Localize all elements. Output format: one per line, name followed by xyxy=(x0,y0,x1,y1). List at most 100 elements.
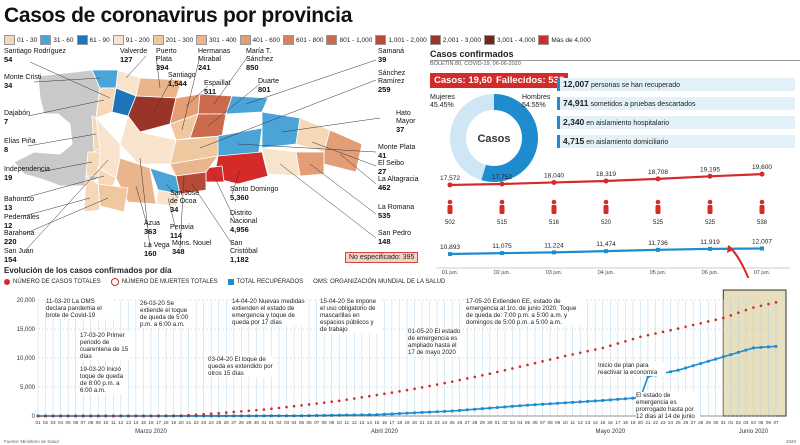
stat-value: 2,340 xyxy=(563,117,585,127)
province-label: Distrito Nacional 4,956 xyxy=(230,210,266,234)
legend-swatch xyxy=(283,35,295,45)
day-tick: 19 xyxy=(171,420,177,425)
cases-evo-point xyxy=(277,406,281,410)
day-tick: 13 xyxy=(585,420,591,425)
recovered-evo-point xyxy=(413,411,416,415)
cases-evo-point xyxy=(292,404,296,408)
province-label: Peravia 114 xyxy=(170,224,194,240)
legend-item: 201 - 300 xyxy=(152,35,193,45)
province-name: Hermanas Mirabal xyxy=(198,48,231,63)
day-tick: 23 xyxy=(660,420,666,425)
province-value: 850 xyxy=(246,63,259,72)
page-title: Casos de coronavirus por provincia xyxy=(4,4,353,27)
death-icon-body xyxy=(551,205,557,214)
province-santiago xyxy=(127,95,177,133)
stat-text: en aislamiento domiciliario xyxy=(586,139,669,146)
province-name: Valverde xyxy=(120,48,148,55)
recovered-evo-point xyxy=(578,400,582,404)
province-name: Monte Plata xyxy=(378,144,416,151)
day-tick: 08 xyxy=(322,420,328,425)
recovered-label: 11,919 xyxy=(700,239,720,246)
province-label: Hermanas Mirabal 241 xyxy=(198,48,234,72)
annotation: 17-03-20 Primer periodo de cuarentena de… xyxy=(80,332,130,360)
cases-evo-point xyxy=(232,410,236,414)
legend-label: 801 - 1,000 xyxy=(339,36,373,44)
recovered-evo-point xyxy=(390,412,394,416)
legend-cases-text: NÚMERO DE CASOS TOTALES xyxy=(13,279,101,285)
recovered-label: 11,224 xyxy=(544,242,564,249)
day-tick: 25 xyxy=(676,420,682,425)
cases-evo-point xyxy=(443,381,446,385)
cases-evo-point xyxy=(375,393,379,397)
recovered-evo-point xyxy=(714,357,718,361)
footer-year: 2020 xyxy=(785,439,796,444)
week-tick: 05 jun. xyxy=(650,270,667,276)
recovered-evo-point xyxy=(420,411,424,414)
recovered-evo-point xyxy=(450,409,454,413)
recovered-evo-point xyxy=(307,414,311,418)
day-tick: 02 xyxy=(43,420,49,425)
annotation: 17-05-20 Extienden EE, estado de emergen… xyxy=(466,298,584,326)
day-tick: 02 xyxy=(736,420,742,425)
death-icon-head xyxy=(759,199,765,205)
cases-evo-point xyxy=(578,351,582,355)
cases-evo-point xyxy=(563,354,567,358)
province-name: Bahoruco xyxy=(4,196,34,203)
annotation: 15-04-20 Se impone el uso obligatorio de… xyxy=(320,298,382,333)
cases-point xyxy=(551,179,557,185)
recovered-evo-point xyxy=(473,407,477,411)
province-name: Santo Domingo xyxy=(230,186,279,193)
legend-label: 91 - 200 xyxy=(125,36,150,44)
day-tick: 14 xyxy=(367,420,373,425)
province-value: 801 xyxy=(258,85,271,94)
province-label: Espaillat 511 xyxy=(204,80,230,96)
recovered-point xyxy=(604,249,608,254)
cases-evo-point xyxy=(481,374,484,377)
death-icon-body xyxy=(447,205,453,214)
cases-evo-point xyxy=(202,412,205,416)
mujeres-label: Mujeres 45.45% xyxy=(430,94,455,110)
day-tick: 24 xyxy=(668,420,674,425)
cases-evo-point xyxy=(398,390,401,393)
province-value: 114 xyxy=(170,231,183,240)
cases-evo-point xyxy=(390,391,394,394)
death-icon-body xyxy=(499,205,505,214)
legend-label: 2,001 - 3,000 xyxy=(442,36,481,44)
legend-item: 01 - 30 xyxy=(4,35,37,45)
annotation: 01-05-20 El estado de emergencia es ampl… xyxy=(408,328,462,356)
annotation: 19-03-20 Inició toque de queda de 8:00 p… xyxy=(80,366,128,394)
province-label: Dajabón 7 xyxy=(4,110,30,126)
week-tick: 06 jun. xyxy=(702,270,719,276)
day-tick: 24 xyxy=(442,420,448,425)
cases-point xyxy=(447,182,453,188)
legend-cases: NÚMERO DE CASOS TOTALES xyxy=(4,278,101,286)
day-tick: 10 xyxy=(563,420,569,425)
day-tick: 06 xyxy=(307,420,313,425)
legend-item: 2,001 - 3,000 xyxy=(429,35,481,45)
province-value: 37 xyxy=(396,125,405,134)
cases-evo-point xyxy=(684,325,687,329)
province-label: San José de Ocoa 34 xyxy=(170,190,200,214)
annotation: Inicio de plan para reactivar la economí… xyxy=(598,362,666,376)
cases-evo-point xyxy=(360,396,364,399)
day-tick: 04 xyxy=(58,420,64,425)
day-tick: 18 xyxy=(397,420,403,425)
death-icon xyxy=(499,199,505,214)
recovered-evo-point xyxy=(480,407,484,411)
cases-evo-point xyxy=(752,306,755,309)
recovered-evo-point xyxy=(608,398,612,402)
province-hermanas xyxy=(169,113,199,141)
day-tick: 20 xyxy=(412,420,418,425)
day-tick: 03 xyxy=(510,420,516,425)
day-tick: 21 xyxy=(186,420,192,425)
cases-evo-point xyxy=(691,323,695,327)
cases-evo-point xyxy=(676,327,680,330)
day-tick: 04 xyxy=(291,420,297,425)
day-tick: 02 xyxy=(502,420,508,425)
cases-evo-point xyxy=(699,321,702,325)
day-tick: 17 xyxy=(615,420,621,425)
stat-hospital: 2,340 en aislamiento hospitalario xyxy=(557,116,795,129)
province-label: Mons. Nouel 348 xyxy=(172,240,211,256)
province-label: Independencia 19 xyxy=(4,166,50,182)
province-name: San Pedro xyxy=(378,230,412,237)
